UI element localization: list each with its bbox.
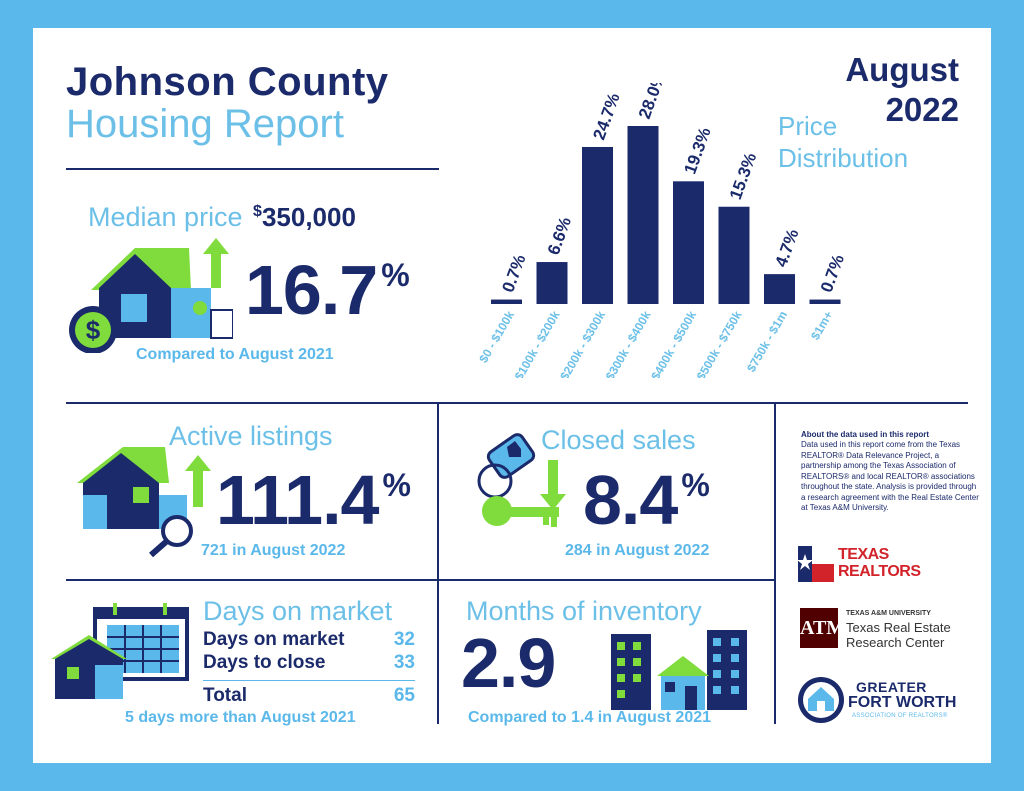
bar-1 <box>536 262 568 304</box>
category-label-1: $100k - $200k <box>512 308 563 378</box>
arrow-up-icon <box>185 455 211 507</box>
category-label-3: $300k - $400k <box>603 308 654 378</box>
data-label-4: 19.3% <box>680 125 714 177</box>
bar-0 <box>491 299 522 304</box>
bar-5 <box>718 206 750 304</box>
texas-realtors-logo: TEXAS REALTORS <box>798 544 921 586</box>
data-label-7: 0.7% <box>817 252 848 295</box>
category-label-4: $400k - $500k <box>648 308 699 378</box>
key-tag-icon <box>477 433 559 527</box>
active-listings-caption: 721 in August 2022 <box>201 542 346 559</box>
gfw-line1: GREATER <box>856 679 927 695</box>
median-price-change: 16.7% <box>245 250 410 330</box>
title-county: Johnson County <box>66 60 389 104</box>
dom-row-value-1: 32 <box>393 629 415 650</box>
data-label-6: 4.7% <box>771 227 802 270</box>
closed-percent-sign: % <box>681 467 709 503</box>
title-divider <box>66 168 439 170</box>
active-listings-change-value: 111.4 <box>216 461 379 539</box>
about-body: Data used in this report come from the T… <box>801 440 979 512</box>
gfw-line3: ASSOCIATION OF REALTORS® <box>852 713 948 719</box>
gfw-line2: FORT WORTH <box>848 694 957 711</box>
tamu-line1: TEXAS A&M UNIVERSITY <box>846 610 931 617</box>
dom-row-label-2: Days to close <box>203 652 326 673</box>
texas-realtors-line1: TEXAS <box>838 546 889 563</box>
data-label-1: 6.6% <box>544 214 575 257</box>
report-card: Johnson County Housing Report August 202… <box>33 28 991 763</box>
closed-sales-change-value: 8.4 <box>583 461 678 539</box>
section-divider-middle <box>66 579 774 581</box>
texas-flag-icon <box>798 546 834 582</box>
dom-total-label: Total <box>203 685 247 706</box>
data-label-2: 24.7% <box>589 91 623 143</box>
report-date: August 2022 <box>845 50 959 130</box>
closed-sales-label: Closed sales <box>541 425 696 455</box>
arrow-up-icon <box>203 238 229 288</box>
days-on-market-caption: 5 days more than August 2021 <box>125 709 356 726</box>
months-inventory-label: Months of inventory <box>466 596 702 626</box>
median-price-label: Median price <box>88 202 243 232</box>
arrow-down-icon <box>540 460 566 510</box>
closed-sales-caption: 284 in August 2022 <box>565 542 710 559</box>
data-label-5: 15.3% <box>726 150 760 202</box>
tamu-logo: ATM TEXAS A&M UNIVERSITY Texas Real Esta… <box>800 606 975 652</box>
price-distribution-title-1: Price <box>778 111 838 141</box>
tamu-line3: Research Center <box>846 635 945 650</box>
closed-sales-change: 8.4% <box>583 460 710 540</box>
greater-fort-worth-logo: GREATER FORT WORTH ASSOCIATION OF REALTO… <box>796 675 986 727</box>
category-label-5: $500k - $750k <box>694 308 745 378</box>
column-divider-right <box>774 404 776 724</box>
bar-2 <box>582 146 613 304</box>
months-inventory-value: 2.9 <box>461 624 556 702</box>
active-listings-change: 111.4% <box>216 460 411 540</box>
days-on-market-label: Days on market <box>203 596 393 626</box>
currency-symbol: $ <box>253 203 262 220</box>
data-label-0: 0.7% <box>498 252 529 295</box>
dom-row-value-2: 33 <box>393 652 415 673</box>
report-month: August <box>845 51 959 88</box>
svg-text:$: $ <box>86 315 101 345</box>
report-year: 2022 <box>885 91 959 128</box>
price-distribution-chart: 0.7% $0 - $100k 6.6% $100k - $200k 24.7% $200… <box>476 83 848 378</box>
median-price-value: 350,000 <box>261 202 356 232</box>
median-price-heading: Median price $350,000 <box>88 202 356 233</box>
texas-realtors-line2: REALTORS <box>838 563 921 580</box>
category-label-2: $200k - $300k <box>557 308 608 378</box>
dom-row-label-1: Days on market <box>203 629 345 650</box>
category-label-6: $750k - $1m <box>744 309 790 375</box>
dom-total-rule <box>203 680 415 681</box>
column-divider-left <box>437 404 439 724</box>
price-distribution-title-2: Distribution <box>778 143 909 173</box>
median-percent-sign: % <box>381 257 409 293</box>
dom-total-value: 65 <box>393 685 415 706</box>
months-inventory-caption: Compared to 1.4 in August 2021 <box>468 709 712 726</box>
house-search-icon <box>77 447 193 558</box>
active-listings-label: Active listings <box>169 421 333 451</box>
data-label-3: 28.0% <box>635 83 669 121</box>
section-divider-top <box>66 402 968 404</box>
median-price-caption: Compared to August 2021 <box>136 346 334 363</box>
category-label-0: $0 - $100k <box>476 308 517 365</box>
tamu-mark-icon: ATM <box>800 608 845 648</box>
about-heading: About the data used in this report <box>801 430 930 439</box>
bar-7 <box>809 299 841 304</box>
city-buildings-icon <box>611 630 747 710</box>
category-label-7: $1m+ <box>808 309 836 343</box>
bar-3 <box>627 126 659 304</box>
active-percent-sign: % <box>382 467 410 503</box>
tamu-line2: Texas Real Estate <box>846 620 951 635</box>
calendar-house-icon <box>51 603 189 699</box>
price-distribution-title: Price Distribution <box>778 110 908 174</box>
bar-4 <box>673 181 704 304</box>
title-report: Housing Report <box>66 102 344 146</box>
house-dollar-icon: $ <box>69 248 233 353</box>
median-price-change-value: 16.7 <box>245 251 378 329</box>
gfw-emblem-icon <box>798 677 844 723</box>
bar-6 <box>764 274 795 304</box>
